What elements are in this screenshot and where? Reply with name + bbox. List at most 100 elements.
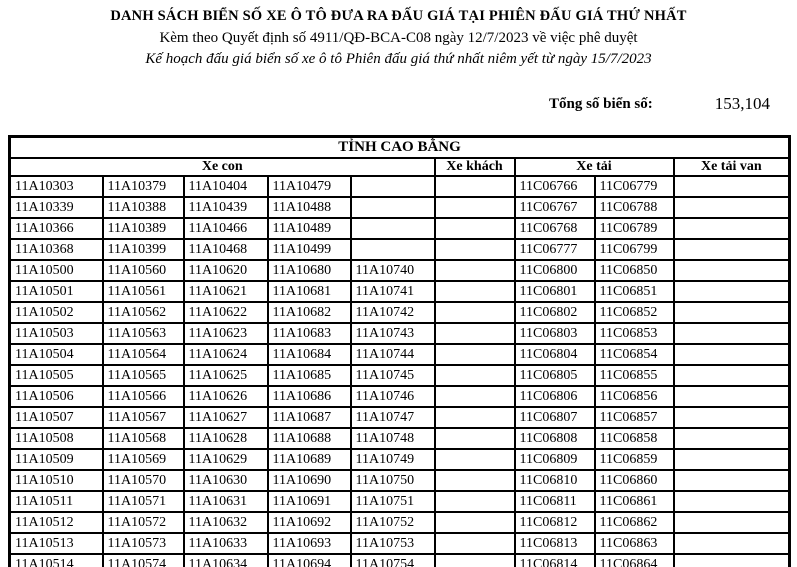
plate-cell: 11A10560 bbox=[101, 259, 185, 282]
plate-cell: 11A10303 bbox=[8, 175, 104, 198]
plate-cell: 11A10689 bbox=[266, 448, 352, 471]
plate-cell: 11A10621 bbox=[182, 280, 269, 303]
plate-cell: 11C06858 bbox=[593, 427, 675, 450]
plate-cell: 11A10509 bbox=[8, 448, 104, 471]
group-header-1: Xe con bbox=[8, 157, 436, 177]
plate-cell: 11A10571 bbox=[101, 490, 185, 513]
plate-cell: 11A10634 bbox=[182, 553, 269, 567]
plate-cell: 11A10750 bbox=[349, 469, 436, 492]
table-row: 11A10339 11A10388 11A10439 11A10488 11C06767… bbox=[8, 196, 791, 219]
empty-cell bbox=[433, 406, 516, 429]
table-row: 11A10303 11A10379 11A10404 11A10479 11C06766… bbox=[8, 175, 791, 198]
plate-cell: 11C06859 bbox=[593, 448, 675, 471]
plate-cell: 11A10563 bbox=[101, 322, 185, 345]
plate-cell: 11A10753 bbox=[349, 532, 436, 555]
plate-cell: 11A10748 bbox=[349, 427, 436, 450]
empty-cell bbox=[433, 532, 516, 555]
plate-cell: 11A10479 bbox=[266, 175, 352, 198]
plate-cell: 11A10466 bbox=[182, 217, 269, 240]
plate-cell: 11C06813 bbox=[513, 532, 596, 555]
plate-cell: 11A10627 bbox=[182, 406, 269, 429]
plate-cell: 11A10510 bbox=[8, 469, 104, 492]
plate-cell: 11A10681 bbox=[266, 280, 352, 303]
empty-cell bbox=[433, 469, 516, 492]
empty-cell bbox=[349, 196, 436, 219]
table-row: 11A10506 11A10566 11A10626 11A10686 11A10746… bbox=[8, 385, 791, 408]
document-note: Kế hoạch đấu giá biển số xe ô tô Phiên đ… bbox=[145, 51, 652, 67]
plate-cell: 11C06811 bbox=[513, 490, 596, 513]
table-row: 11A10509 11A10569 11A10629 11A10689 11A10749… bbox=[8, 448, 791, 471]
empty-cell bbox=[433, 238, 516, 261]
group-header-2: Xe khách bbox=[433, 157, 516, 177]
document-header: DANH SÁCH BIỂN SỐ XE Ô TÔ ĐƯA RA ĐẤU GIÁ… bbox=[0, 0, 797, 69]
plate-cell: 11A10751 bbox=[349, 490, 436, 513]
plate-cell: 11C06861 bbox=[593, 490, 675, 513]
plate-cell: 11C06802 bbox=[513, 301, 596, 324]
plate-cell: 11A10564 bbox=[101, 343, 185, 366]
plate-cell: 11A10740 bbox=[349, 259, 436, 282]
plate-cell: 11A10633 bbox=[182, 532, 269, 555]
plate-cell: 11A10499 bbox=[266, 238, 352, 261]
table-row: 11A10501 11A10561 11A10621 11A10681 11A10741… bbox=[8, 280, 791, 303]
plate-cell: 11A10741 bbox=[349, 280, 436, 303]
plate-table: TỈNH CAO BẰNG Xe con Xe khách Xe tải Xe tải… bbox=[8, 135, 792, 567]
plate-cell: 11C06855 bbox=[593, 364, 675, 387]
province-title: TỈNH CAO BẰNG bbox=[8, 135, 791, 159]
plate-cell: 11A10503 bbox=[8, 322, 104, 345]
province-header-row: TỈNH CAO BẰNG bbox=[8, 135, 791, 159]
plate-cell: 11A10747 bbox=[349, 406, 436, 429]
total-value: 153,104 bbox=[714, 94, 770, 113]
table-row: 11A10505 11A10565 11A10625 11A10685 11A10745… bbox=[8, 364, 791, 387]
empty-cell bbox=[672, 553, 791, 567]
plate-cell: 11A10630 bbox=[182, 469, 269, 492]
empty-cell bbox=[672, 175, 791, 198]
plate-cell: 11A10632 bbox=[182, 511, 269, 534]
plate-cell: 11C06863 bbox=[593, 532, 675, 555]
plate-cell: 11A10504 bbox=[8, 343, 104, 366]
empty-cell bbox=[433, 427, 516, 450]
empty-cell bbox=[433, 175, 516, 198]
total-label: Tổng số biển số: bbox=[548, 95, 653, 112]
plate-cell: 11A10366 bbox=[8, 217, 104, 240]
plate-cell: 11C06857 bbox=[593, 406, 675, 429]
plate-cell: 11A10752 bbox=[349, 511, 436, 534]
table-row: 11A10366 11A10389 11A10466 11A10489 11C06768… bbox=[8, 217, 791, 240]
plate-cell: 11A10684 bbox=[266, 343, 352, 366]
plate-cell: 11A10743 bbox=[349, 322, 436, 345]
plate-cell: 11A10685 bbox=[266, 364, 352, 387]
empty-cell bbox=[349, 175, 436, 198]
empty-cell bbox=[672, 364, 791, 387]
plate-cell: 11A10626 bbox=[182, 385, 269, 408]
plate-cell: 11C06814 bbox=[513, 553, 596, 567]
plate-cell: 11A10562 bbox=[101, 301, 185, 324]
plate-cell: 11C06805 bbox=[513, 364, 596, 387]
plate-cell: 11A10502 bbox=[8, 301, 104, 324]
empty-cell bbox=[672, 511, 791, 534]
plate-cell: 11C06768 bbox=[513, 217, 596, 240]
plate-cell: 11C06812 bbox=[513, 511, 596, 534]
plate-cell: 11C06808 bbox=[513, 427, 596, 450]
empty-cell bbox=[433, 511, 516, 534]
table-row: 11A10511 11A10571 11A10631 11A10691 11A10751… bbox=[8, 490, 791, 513]
plate-cell: 11C06801 bbox=[513, 280, 596, 303]
plate-cell: 11A10754 bbox=[349, 553, 436, 567]
plate-cell: 11A10686 bbox=[266, 385, 352, 408]
plate-cell: 11C06810 bbox=[513, 469, 596, 492]
empty-cell bbox=[672, 259, 791, 282]
plate-table-body: 11A10303 11A10379 11A10404 11A10479 11C06766… bbox=[8, 175, 791, 567]
empty-cell bbox=[433, 217, 516, 240]
total-line: Tổng số biển số: 153,104 bbox=[0, 94, 797, 114]
plate-cell: 11C06854 bbox=[593, 343, 675, 366]
plate-cell: 11C06860 bbox=[593, 469, 675, 492]
plate-cell: 11A10629 bbox=[182, 448, 269, 471]
plate-cell: 11A10680 bbox=[266, 259, 352, 282]
table-row: 11A10368 11A10399 11A10468 11A10499 11C06777… bbox=[8, 238, 791, 261]
plate-cell: 11A10746 bbox=[349, 385, 436, 408]
empty-cell bbox=[433, 385, 516, 408]
plate-cell: 11A10439 bbox=[182, 196, 269, 219]
plate-cell: 11C06856 bbox=[593, 385, 675, 408]
plate-cell: 11A10566 bbox=[101, 385, 185, 408]
plate-cell: 11C06851 bbox=[593, 280, 675, 303]
plate-cell: 11A10570 bbox=[101, 469, 185, 492]
